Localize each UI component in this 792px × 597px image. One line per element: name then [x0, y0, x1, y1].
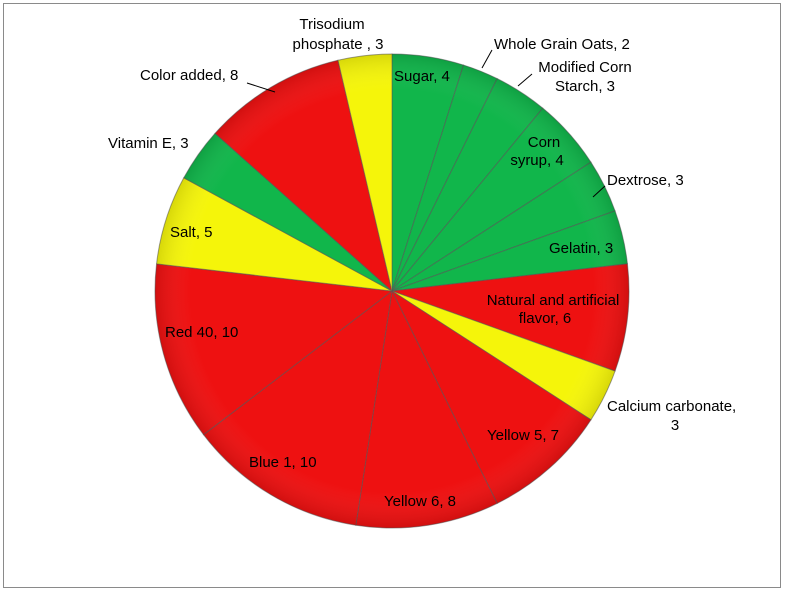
data-label: Yellow 5, 7 [487, 427, 559, 444]
data-label: flavor, 6 [519, 310, 572, 327]
data-label: Trisodium [299, 16, 364, 33]
data-label: syrup, 4 [510, 152, 563, 169]
data-label: Calcium carbonate, [607, 398, 736, 415]
pie-rim-shading [155, 54, 629, 528]
data-label: Yellow 6, 8 [384, 493, 456, 510]
label-leader-line [246, 82, 276, 93]
data-label: Red 40, 10 [165, 324, 238, 341]
data-label: Corn [528, 134, 561, 151]
data-label: Natural and artificial [487, 292, 620, 309]
data-label: 3 [671, 417, 679, 434]
data-label: phosphate , 3 [293, 36, 384, 53]
data-label: Vitamin E, 3 [108, 135, 189, 152]
label-leader-line [481, 49, 493, 69]
data-label: Modified Corn [538, 59, 631, 76]
label-leader-line [517, 73, 533, 87]
data-label: Gelatin, 3 [549, 240, 613, 257]
data-label: Whole Grain Oats, 2 [494, 36, 630, 53]
data-label: Salt, 5 [170, 224, 213, 241]
data-label: Color added, 8 [140, 67, 238, 84]
label-leader-line [592, 185, 606, 198]
data-label: Blue 1, 10 [249, 454, 317, 471]
data-label: Dextrose, 3 [607, 172, 684, 189]
data-label: Sugar, 4 [394, 68, 450, 85]
data-label: Starch, 3 [555, 78, 615, 95]
